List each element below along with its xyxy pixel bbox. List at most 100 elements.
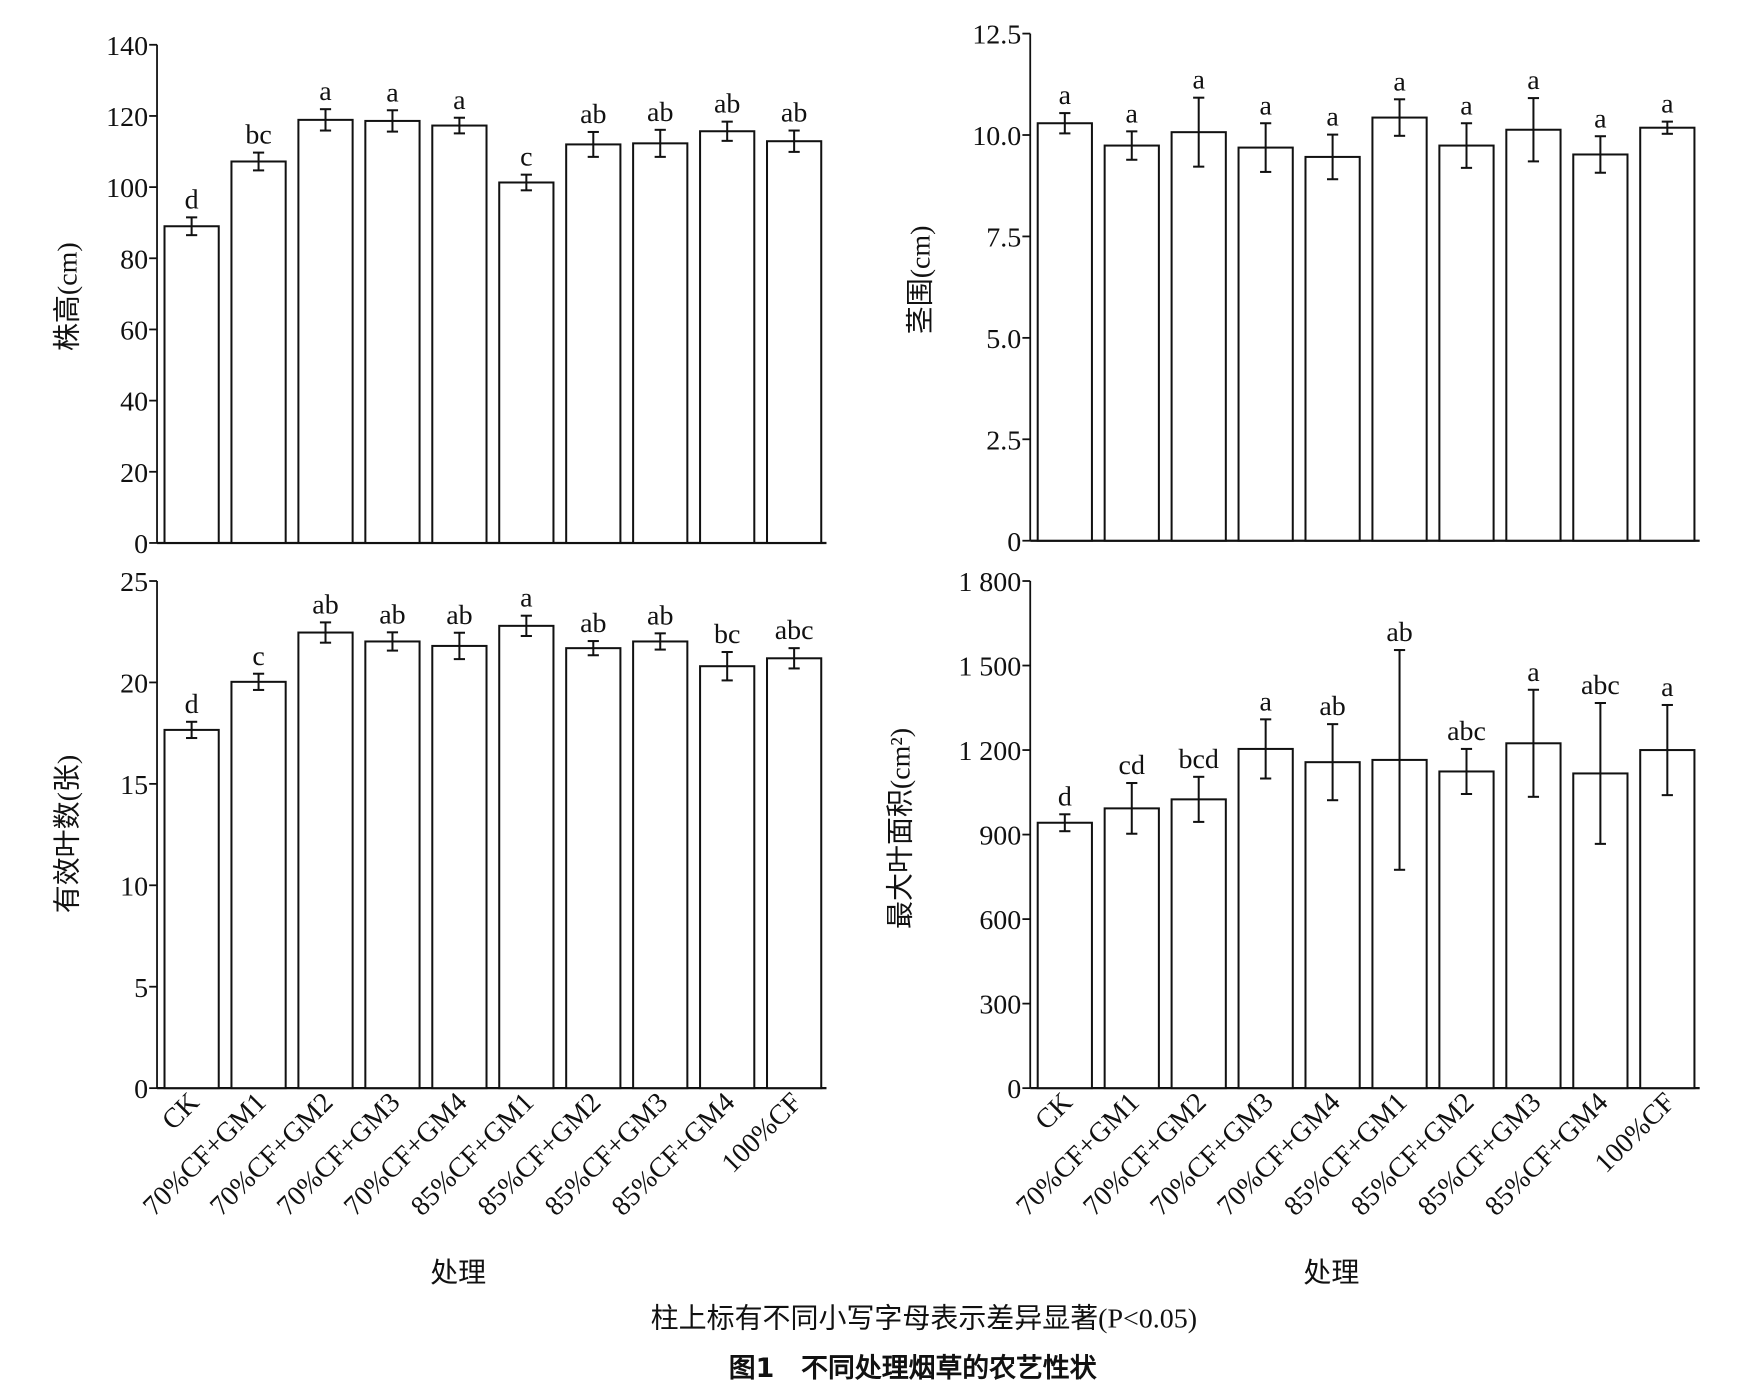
bar <box>1237 747 1294 1090</box>
figure-title: 图1 不同处理烟草的农艺性状 <box>729 1352 1097 1384</box>
y-tick-label: 7.5 <box>986 223 1021 254</box>
bar <box>1103 144 1160 542</box>
y-tick-label: 1 500 <box>958 652 1021 683</box>
significance-letter: a <box>386 77 399 108</box>
y-tick-label: 12.5 <box>972 20 1021 51</box>
significance-letter: d <box>185 689 199 720</box>
significance-letter: ab <box>580 608 606 639</box>
bar <box>565 143 622 544</box>
bar <box>1505 742 1562 1090</box>
y-tick-label: 10.0 <box>972 121 1021 152</box>
y-tick-label: 5.0 <box>986 324 1021 355</box>
significance-letter: ab <box>781 98 807 129</box>
bar <box>498 624 555 1090</box>
bar <box>1170 798 1227 1090</box>
significance-letter: bc <box>245 120 271 151</box>
bar <box>1304 155 1361 542</box>
bar <box>1170 131 1227 542</box>
significance-letter: ab <box>1386 617 1412 648</box>
y-tick-label: 140 <box>106 31 148 62</box>
significance-letter: ab <box>446 600 472 631</box>
significance-letter: ab <box>647 600 673 631</box>
y-axis-label: 最大叶面积(cm²) <box>884 728 916 929</box>
y-axis-label: 株高(cm) <box>51 242 83 351</box>
bar <box>230 680 287 1090</box>
significance-letter: ab <box>647 97 673 128</box>
y-tick-label: 900 <box>979 821 1021 852</box>
significance-letter: ab <box>312 589 338 620</box>
bar <box>297 118 354 544</box>
y-tick-label: 0 <box>1007 1074 1021 1105</box>
y-tick-label: 600 <box>979 905 1021 936</box>
significance-letter: ab <box>379 599 405 630</box>
significance-letter: a <box>1259 686 1272 717</box>
significance-letter: cd <box>1119 750 1145 781</box>
y-tick-label: 300 <box>979 990 1021 1021</box>
y-axis-label: 茎围(cm) <box>904 226 936 335</box>
significance-letter: a <box>1527 657 1540 688</box>
bar <box>1371 116 1428 542</box>
bar <box>1438 770 1495 1090</box>
significance-letter: a <box>520 583 533 614</box>
significance-letter: a <box>1527 65 1540 96</box>
x-tick-label: CK <box>156 1087 205 1136</box>
x-tick-label: CK <box>1029 1087 1078 1136</box>
y-tick-label: 1 200 <box>958 736 1021 767</box>
bar <box>431 644 488 1090</box>
y-tick-label: 15 <box>120 770 148 801</box>
significance-letter: a <box>1059 80 1072 111</box>
y-tick-label: 1 800 <box>958 567 1021 598</box>
bar <box>364 119 421 544</box>
bar <box>632 142 689 544</box>
bar <box>1103 807 1160 1090</box>
significance-letter: a <box>1393 66 1406 97</box>
significance-letter: bcd <box>1179 744 1219 775</box>
significance-letter: a <box>1193 65 1206 96</box>
significance-letter: d <box>1058 781 1072 812</box>
bar <box>766 140 823 544</box>
bar <box>1304 761 1361 1090</box>
x-axis-label: 处理 <box>1303 1257 1359 1289</box>
significance-letter: ab <box>714 89 740 120</box>
y-tick-label: 0 <box>1007 527 1021 558</box>
y-tick-label: 25 <box>120 567 148 598</box>
significance-letter: abc <box>1581 670 1620 701</box>
significance-letter: a <box>319 76 332 107</box>
y-tick-label: 60 <box>120 316 148 347</box>
bar <box>230 160 287 544</box>
y-tick-label: 2.5 <box>986 425 1021 456</box>
bar <box>699 130 756 544</box>
significance-letter: a <box>1661 672 1674 703</box>
bar <box>1572 153 1629 542</box>
significance-letter: d <box>185 184 199 215</box>
bar <box>297 631 354 1090</box>
significance-letter: ab <box>1319 691 1345 722</box>
significance-letter: abc <box>1447 716 1486 747</box>
significance-letter: a <box>453 85 466 116</box>
bar <box>565 647 622 1090</box>
chart-panel-3: 0510152025有效叶数(张)dCKc70%CF+GM1ab70%CF+GM… <box>51 567 827 1289</box>
significance-letter: ab <box>580 99 606 130</box>
y-tick-label: 120 <box>106 102 148 133</box>
chart-panel-4: 0 300 600 900 1 200 1 500 1 800 最大叶面积(cm²) d CK cd… <box>884 567 1700 1289</box>
y-axis-label: 有效叶数(张) <box>51 755 83 913</box>
x-axis-label: 处理 <box>430 1257 486 1289</box>
bar <box>163 225 220 544</box>
y-tick-label: 0 <box>134 529 148 560</box>
significance-letter: a <box>1259 90 1272 121</box>
bar <box>431 124 488 544</box>
bar <box>1438 144 1495 542</box>
y-tick-label: 20 <box>120 669 148 700</box>
bar <box>1639 749 1696 1090</box>
y-tick-label: 40 <box>120 387 148 418</box>
bar <box>1237 146 1294 542</box>
significance-letter: a <box>1326 102 1339 133</box>
bar <box>498 181 555 544</box>
y-tick-label: 0 <box>134 1074 148 1105</box>
significance-letter: c <box>252 641 264 672</box>
bar <box>1036 122 1093 542</box>
y-tick-label: 80 <box>120 244 148 275</box>
figure-caption: 柱上标有不同小写字母表示差异显著(P<0.05) <box>651 1303 1197 1335</box>
bar <box>1036 821 1093 1090</box>
